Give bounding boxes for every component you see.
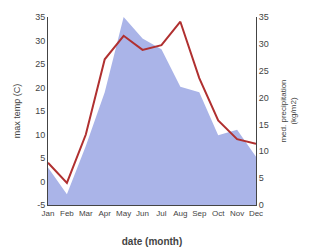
svg-text:Mar: Mar — [79, 209, 93, 218]
svg-text:15: 15 — [35, 106, 45, 116]
svg-text:30: 30 — [35, 36, 45, 46]
svg-text:Feb: Feb — [60, 209, 74, 218]
svg-text:0: 0 — [259, 200, 264, 210]
svg-text:Dec: Dec — [249, 209, 263, 218]
svg-text:10: 10 — [259, 146, 269, 156]
svg-text:35: 35 — [35, 12, 45, 22]
svg-text:May: May — [116, 209, 131, 218]
svg-text:10: 10 — [35, 130, 45, 140]
svg-text:25: 25 — [259, 66, 269, 76]
svg-text:max temp (C): max temp (C) — [12, 84, 22, 139]
svg-text:Sep: Sep — [192, 209, 207, 218]
svg-text:5: 5 — [259, 173, 264, 183]
svg-text:Nov: Nov — [230, 209, 244, 218]
svg-text:Aug: Aug — [173, 209, 187, 218]
svg-text:Jan: Jan — [42, 209, 55, 218]
svg-text:25: 25 — [35, 59, 45, 69]
svg-text:5: 5 — [40, 153, 45, 163]
svg-text:15: 15 — [259, 120, 269, 130]
svg-text:Jul: Jul — [156, 209, 166, 218]
svg-text:Oct: Oct — [212, 209, 225, 218]
svg-text:date (month): date (month) — [122, 236, 183, 247]
svg-text:35: 35 — [259, 12, 269, 22]
svg-text:20: 20 — [35, 83, 45, 93]
svg-text:0: 0 — [40, 177, 45, 187]
svg-text:20: 20 — [259, 93, 269, 103]
svg-text:30: 30 — [259, 39, 269, 49]
svg-text:-5: -5 — [37, 200, 45, 210]
svg-text:Apr: Apr — [99, 209, 112, 218]
svg-text:Jun: Jun — [136, 209, 149, 218]
svg-text:med. precipitation(kg/m2): med. precipitation(kg/m2) — [279, 79, 298, 142]
